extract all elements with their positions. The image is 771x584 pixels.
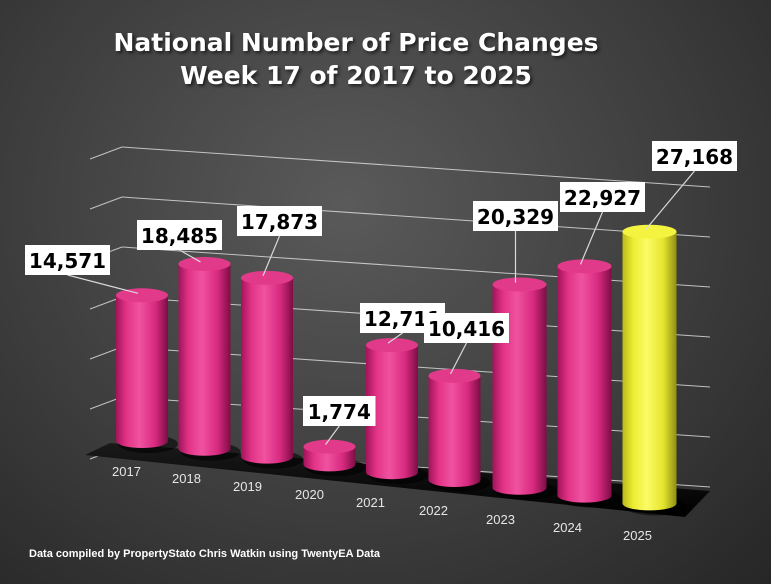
- value-label-box-2017: [25, 245, 110, 275]
- x-axis-labels: 2017 2018 2019 2020 2021 2022 2023 2024 2025: [112, 464, 652, 543]
- value-labels: 14,57118,48517,8731,77412,71110,41620,32…: [25, 141, 737, 446]
- chart-title-line-2: Week 17 of 2017 to 2025: [180, 61, 532, 90]
- gridline: [121, 146, 711, 188]
- footnote: Data compiled by PropertyStato Chris Wat…: [29, 548, 381, 560]
- bar-body: [557, 266, 612, 503]
- leader-line-2021: [387, 332, 403, 344]
- value-label-2023: 20,329: [477, 205, 554, 229]
- bar-top: [428, 368, 481, 383]
- leader-line-2018: [179, 249, 201, 263]
- bar-body: [303, 446, 356, 472]
- bar-2025: [622, 224, 687, 516]
- bar-2023: [492, 277, 557, 500]
- value-label-2018: 18,485: [141, 224, 218, 248]
- value-label-box-2018: [137, 220, 222, 250]
- x-tick-label-2025: 2025: [623, 528, 652, 543]
- x-tick-label-2018: 2018: [172, 471, 201, 486]
- bar-body: [116, 295, 168, 448]
- x-tick-label-2022: 2022: [419, 503, 448, 518]
- leader-line-2020: [325, 425, 340, 446]
- bar-2017: [116, 288, 178, 453]
- x-tick-label-2023: 2023: [486, 512, 515, 527]
- gridline-tick: [89, 196, 123, 210]
- bar-top: [492, 277, 547, 292]
- bars: [116, 224, 687, 516]
- value-label-box-2025: [652, 141, 737, 171]
- value-label-2020: 1,774: [308, 400, 371, 424]
- value-label-2017: 14,571: [29, 249, 106, 273]
- value-label-2024: 22,927: [564, 186, 641, 210]
- x-tick-label-2017: 2017: [112, 464, 141, 479]
- leader-line-2022: [449, 342, 468, 375]
- x-tick-label-2020: 2020: [295, 487, 324, 502]
- value-label-box-2020: [303, 396, 376, 426]
- bar-top: [116, 288, 168, 303]
- value-label-2025: 27,168: [656, 145, 733, 169]
- bar-2022: [428, 368, 491, 492]
- bar-top: [366, 338, 418, 353]
- chart-title: National Number of Price Changes Week 17…: [0, 26, 712, 92]
- x-tick-label-2021: 2021: [356, 495, 385, 510]
- leader-line-2024: [579, 211, 604, 265]
- gridline: [121, 196, 711, 238]
- value-label-2019: 17,873: [241, 210, 318, 234]
- chart-title-line-1: National Number of Price Changes: [113, 28, 599, 57]
- leader-line-2019: [262, 235, 281, 277]
- bar-2024: [557, 259, 622, 508]
- gridline-tick: [89, 146, 123, 160]
- bar-2020: [303, 439, 366, 477]
- bar-top: [178, 256, 231, 271]
- bar-top: [303, 439, 356, 454]
- value-label-box-2023: [473, 201, 558, 231]
- value-label-box-2022: [424, 313, 509, 343]
- bar-body: [241, 277, 293, 464]
- bar-body: [178, 263, 231, 456]
- bar-body: [366, 345, 418, 480]
- bar-2019: [241, 270, 303, 469]
- bar-top: [241, 270, 293, 285]
- bar-top: [557, 259, 612, 274]
- bar-2021: [366, 338, 428, 485]
- x-tick-label-2019: 2019: [233, 479, 262, 494]
- leader-line-2025: [645, 170, 695, 231]
- gridline: [121, 246, 711, 288]
- x-tick-label-2024: 2024: [553, 520, 582, 535]
- bar-body: [428, 375, 481, 488]
- value-label-box-2024: [560, 182, 645, 212]
- value-label-2022: 10,416: [428, 317, 505, 341]
- value-label-box-2019: [237, 206, 322, 236]
- bar-top: [622, 224, 677, 239]
- bar-2018: [178, 256, 241, 461]
- leader-line-2017: [67, 274, 139, 294]
- bar-body: [622, 231, 677, 511]
